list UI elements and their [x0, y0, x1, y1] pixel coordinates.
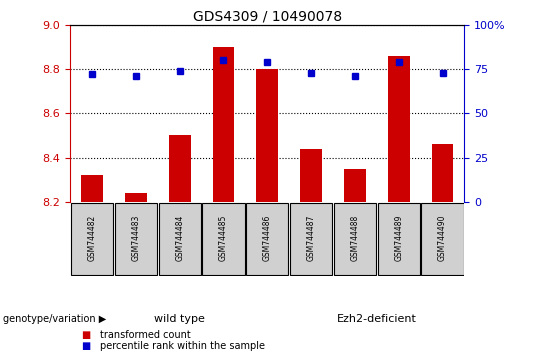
FancyBboxPatch shape [334, 203, 376, 275]
FancyBboxPatch shape [71, 203, 113, 275]
Text: GSM744487: GSM744487 [307, 214, 315, 261]
Bar [213, 47, 234, 202]
Text: GSM744490: GSM744490 [438, 214, 447, 261]
FancyBboxPatch shape [290, 203, 332, 275]
Bar [168, 135, 191, 202]
Bar [300, 149, 322, 202]
Text: GSM744485: GSM744485 [219, 214, 228, 261]
Text: GSM744482: GSM744482 [87, 214, 97, 261]
FancyBboxPatch shape [422, 203, 463, 275]
Bar [125, 193, 147, 202]
Text: percentile rank within the sample: percentile rank within the sample [100, 341, 265, 351]
FancyBboxPatch shape [159, 203, 201, 275]
Bar [431, 144, 454, 202]
Text: Ezh2-deficient: Ezh2-deficient [337, 314, 417, 324]
Bar [344, 169, 366, 202]
FancyBboxPatch shape [202, 203, 245, 275]
Bar [256, 69, 278, 202]
Text: ■: ■ [81, 341, 90, 351]
Text: ■: ■ [81, 330, 90, 339]
Text: GSM744486: GSM744486 [263, 214, 272, 261]
FancyBboxPatch shape [115, 203, 157, 275]
FancyBboxPatch shape [246, 203, 288, 275]
Text: transformed count: transformed count [100, 330, 191, 339]
Text: wild type: wild type [154, 314, 205, 324]
Title: GDS4309 / 10490078: GDS4309 / 10490078 [193, 10, 342, 24]
Text: GSM744489: GSM744489 [394, 214, 403, 261]
Text: genotype/variation ▶: genotype/variation ▶ [3, 314, 106, 324]
Text: GSM744483: GSM744483 [131, 214, 140, 261]
Bar [388, 56, 410, 202]
Bar [81, 175, 103, 202]
Text: GSM744484: GSM744484 [175, 214, 184, 261]
FancyBboxPatch shape [377, 203, 420, 275]
Text: GSM744488: GSM744488 [350, 214, 360, 261]
